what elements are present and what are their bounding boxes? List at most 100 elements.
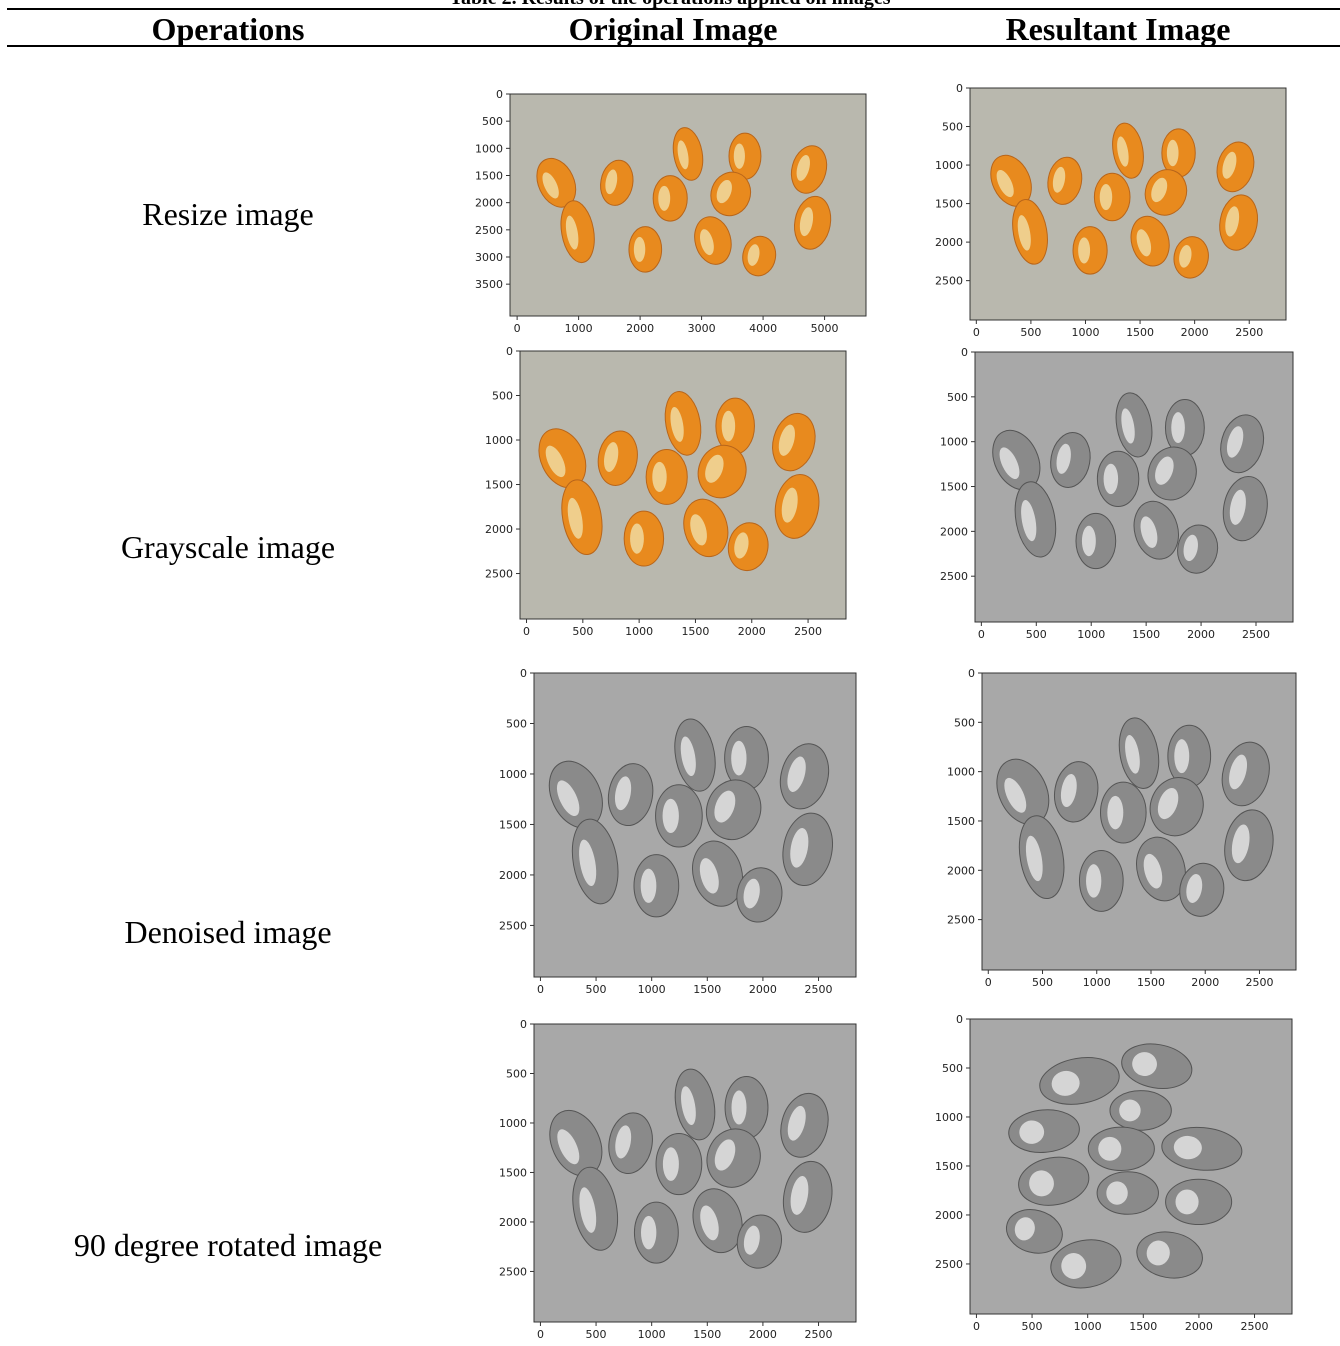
kernel xyxy=(1047,156,1083,205)
x-tick-label: 500 xyxy=(1032,976,1053,989)
y-tick-label: 1000 xyxy=(499,768,527,781)
x-tick-label: 1000 xyxy=(1077,628,1105,641)
x-tick-label: 1500 xyxy=(1129,1320,1157,1333)
figure-denoised-original: 0 500 1000 1500 2000 2500 0 500 1000 1500 2000 2500 xyxy=(499,667,857,996)
y-tick-label: 3000 xyxy=(475,251,503,264)
kernel xyxy=(782,812,833,886)
y-tick-label: 2000 xyxy=(475,197,503,210)
kernel xyxy=(549,1109,603,1177)
kernel xyxy=(561,479,603,555)
kernel xyxy=(790,145,828,194)
x-tick-label: 1500 xyxy=(1137,976,1165,989)
kernel xyxy=(1221,741,1270,807)
x-tick-label: 1500 xyxy=(1126,326,1154,339)
kernel xyxy=(736,1214,782,1269)
y-tick-label: 1000 xyxy=(940,436,968,449)
y-tick-label: 0 xyxy=(520,667,527,680)
x-tick-label: 500 xyxy=(586,1328,607,1341)
y-tick-label: 2500 xyxy=(935,1258,963,1271)
kernel xyxy=(628,226,663,273)
header-operations: Operations xyxy=(151,11,305,47)
y-tick-label: 500 xyxy=(482,115,503,128)
x-tick-label: 500 xyxy=(586,983,607,996)
kernel xyxy=(623,510,665,567)
kernel xyxy=(1096,1171,1159,1215)
kernel xyxy=(633,1201,679,1264)
kernel xyxy=(600,159,634,206)
kernel xyxy=(1050,432,1091,488)
kernel xyxy=(692,840,744,907)
kernel xyxy=(1096,450,1140,508)
x-tick-label: 2500 xyxy=(1241,1320,1269,1333)
x-tick-label: 500 xyxy=(1026,628,1047,641)
y-tick-label: 500 xyxy=(506,1067,527,1080)
x-tick-label: 1000 xyxy=(625,625,653,638)
kernel xyxy=(1050,1239,1122,1289)
y-tick-label: 1500 xyxy=(940,481,968,494)
kernel xyxy=(1224,809,1274,882)
header-original-image: Original Image xyxy=(568,11,778,47)
kernel xyxy=(538,428,587,489)
kernel xyxy=(1053,761,1099,823)
y-tick-label: 1500 xyxy=(935,1160,963,1173)
kernel xyxy=(774,474,820,539)
kernel xyxy=(1099,781,1147,844)
y-tick-label: 2000 xyxy=(940,525,968,538)
kernel xyxy=(1018,815,1065,899)
y-tick-label: 1500 xyxy=(935,198,963,211)
x-tick-label: 2000 xyxy=(1187,628,1215,641)
kernel xyxy=(1136,836,1186,902)
y-tick-label: 2500 xyxy=(499,1265,527,1278)
x-tick-label: 1500 xyxy=(1132,628,1160,641)
y-tick-label: 500 xyxy=(942,121,963,134)
kernel xyxy=(560,200,595,264)
y-tick-label: 1500 xyxy=(485,479,513,492)
operation-label-denoised: Denoised image xyxy=(124,914,332,950)
kernel xyxy=(1220,414,1265,474)
x-tick-label: 2000 xyxy=(1185,1320,1213,1333)
kernel xyxy=(996,758,1050,825)
x-tick-label: 2500 xyxy=(1242,628,1270,641)
kernel xyxy=(1018,1156,1090,1206)
kernel xyxy=(1165,1178,1233,1226)
kernel xyxy=(1161,128,1196,178)
y-tick-label: 0 xyxy=(520,1018,527,1031)
y-tick-label: 2500 xyxy=(485,568,513,581)
x-tick-label: 1000 xyxy=(1083,976,1111,989)
y-tick-label: 1000 xyxy=(947,766,975,779)
kernel xyxy=(1039,1057,1120,1105)
x-tick-label: 0 xyxy=(537,983,544,996)
kernel xyxy=(674,718,716,792)
y-tick-label: 2000 xyxy=(947,864,975,877)
kernel xyxy=(674,1068,716,1141)
x-tick-label: 1500 xyxy=(681,625,709,638)
figure-grayscale-original: 0 500 1000 1500 2000 2500 0 500 1000 1500 2000 2500 xyxy=(485,345,847,638)
kernel xyxy=(692,1188,743,1254)
kernel xyxy=(672,127,704,181)
x-tick-label: 1000 xyxy=(1071,326,1099,339)
kernel xyxy=(1093,172,1131,222)
kernel xyxy=(779,743,830,810)
kernel xyxy=(724,1075,769,1139)
x-tick-label: 0 xyxy=(973,1320,980,1333)
y-tick-label: 1000 xyxy=(475,142,503,155)
x-tick-label: 500 xyxy=(1020,326,1041,339)
figure-rotated-original: 0 500 1000 1500 2000 2500 0 500 1000 1500 2000 2500 xyxy=(499,1018,857,1341)
kernel xyxy=(772,412,816,472)
table-caption: Table 2. Results of the operations appli… xyxy=(0,0,1340,8)
y-tick-label: 500 xyxy=(942,1062,963,1075)
x-tick-label: 2500 xyxy=(805,983,833,996)
y-tick-label: 1500 xyxy=(499,818,527,831)
y-tick-label: 500 xyxy=(954,716,975,729)
x-tick-label: 1000 xyxy=(638,1328,666,1341)
kernel xyxy=(1072,226,1108,275)
kernel xyxy=(1005,1209,1063,1254)
kernel xyxy=(742,235,777,277)
kernel xyxy=(664,391,702,456)
kernel xyxy=(1133,500,1179,560)
x-tick-label: 0 xyxy=(985,976,992,989)
kernel xyxy=(706,1128,761,1188)
kernel xyxy=(1222,475,1268,542)
y-tick-label: 500 xyxy=(506,717,527,730)
x-tick-label: 2500 xyxy=(1245,976,1273,989)
